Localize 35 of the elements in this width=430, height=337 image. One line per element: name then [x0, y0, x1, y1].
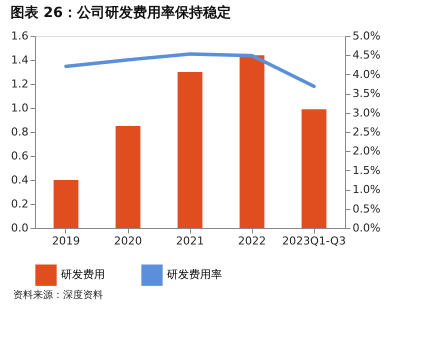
x-tick-label: 2023Q1-Q3 — [282, 234, 346, 248]
x-tick-label: 2019 — [52, 234, 80, 248]
y2-tick-label: 4.5% — [352, 48, 380, 62]
y2-tick-label: 0.0% — [352, 222, 380, 234]
y-tick-label: 1.2 — [11, 78, 28, 90]
y-tick-label: 1.4 — [11, 54, 28, 66]
y-tick-label: 1.0 — [11, 102, 28, 114]
line-series — [64, 52, 316, 88]
x-tick-label: 2021 — [176, 234, 204, 248]
x-tick-label: 2022 — [238, 234, 266, 248]
y-tick-label: 1.6 — [11, 30, 28, 42]
y2-tick-label: 5.0% — [352, 30, 380, 42]
y-tick-label: 0.8 — [11, 126, 28, 138]
y2-tick-label: 1.0% — [352, 183, 380, 196]
bar — [178, 72, 202, 228]
bar — [116, 126, 140, 228]
text: 资料来源：深度资料 — [13, 289, 103, 301]
y-tick-label: 0.6 — [11, 150, 28, 162]
y-tick-label: 0.2 — [11, 198, 28, 210]
legend-label: 研发费用率 — [167, 268, 222, 282]
y2-tick-label: 3.0% — [352, 106, 380, 120]
bar — [302, 109, 326, 228]
bar — [240, 55, 264, 228]
y-tick-label: 0.4 — [11, 174, 28, 186]
bar — [54, 180, 78, 228]
legend-label: 研发费用 — [61, 268, 105, 282]
y-tick-label: 0.0 — [11, 222, 28, 234]
chart-title: 图表 26：公司研发费用率保持稳定 — [10, 4, 231, 21]
y2-tick-label: 3.5% — [352, 87, 380, 100]
y2-tick-label: 4.0% — [352, 68, 380, 81]
y2-tick-label: 0.5% — [352, 202, 380, 216]
x-tick-label: 2020 — [114, 234, 142, 248]
y2-tick-label: 2.5% — [352, 126, 380, 138]
y2-tick-label: 2.0% — [352, 144, 380, 158]
y2-tick-label: 1.5% — [352, 164, 380, 177]
